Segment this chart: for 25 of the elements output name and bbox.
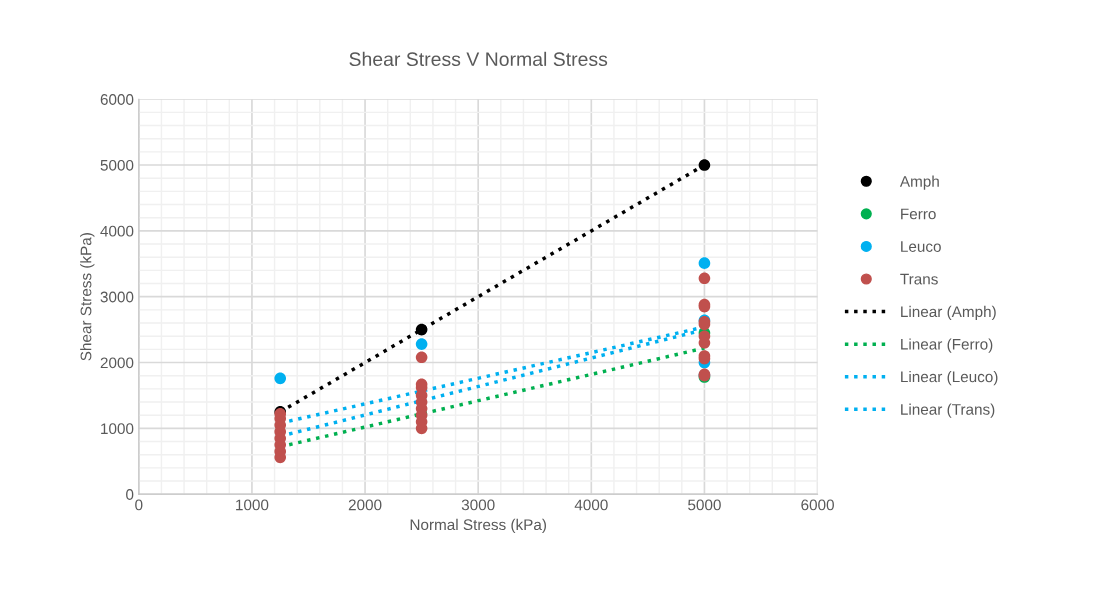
- legend-label: Leuco: [901, 241, 941, 252]
- x-tick-label: 2000: [348, 499, 382, 511]
- legend-label: Linear (Leuco): [901, 371, 998, 386]
- legend-label: Linear (Amph): [901, 305, 996, 321]
- x-tick-label: 4000: [574, 499, 608, 511]
- x-axis-title: Normal Stress (kPa): [410, 518, 546, 534]
- y-tick-label: 2000: [100, 357, 134, 369]
- y-axis-title: Shear Stress (kPa): [80, 233, 95, 361]
- legend-label: Amph: [899, 175, 939, 190]
- legend-label: Ferro: [901, 208, 936, 220]
- legend-label: Trans: [900, 273, 938, 285]
- y-tick-label: 4000: [100, 225, 134, 237]
- y-tick-label: 3000: [100, 291, 134, 303]
- legend-label: Linear (Ferro): [901, 338, 993, 353]
- y-tick-label: 6000: [100, 94, 134, 105]
- legend-label: Linear (Trans): [901, 403, 995, 418]
- y-tick-label: 5000: [100, 159, 134, 171]
- x-tick-label: 0: [135, 499, 143, 511]
- x-tick-label: 6000: [801, 499, 834, 511]
- y-tick-label: 0: [126, 489, 134, 500]
- x-tick-label: 5000: [688, 499, 721, 511]
- y-tick-label: 1000: [101, 423, 134, 435]
- x-tick-label: 3000: [461, 499, 495, 511]
- chart-title: Shear Stress V Normal Stress: [349, 51, 608, 67]
- x-tick-label: 1000: [236, 499, 269, 511]
